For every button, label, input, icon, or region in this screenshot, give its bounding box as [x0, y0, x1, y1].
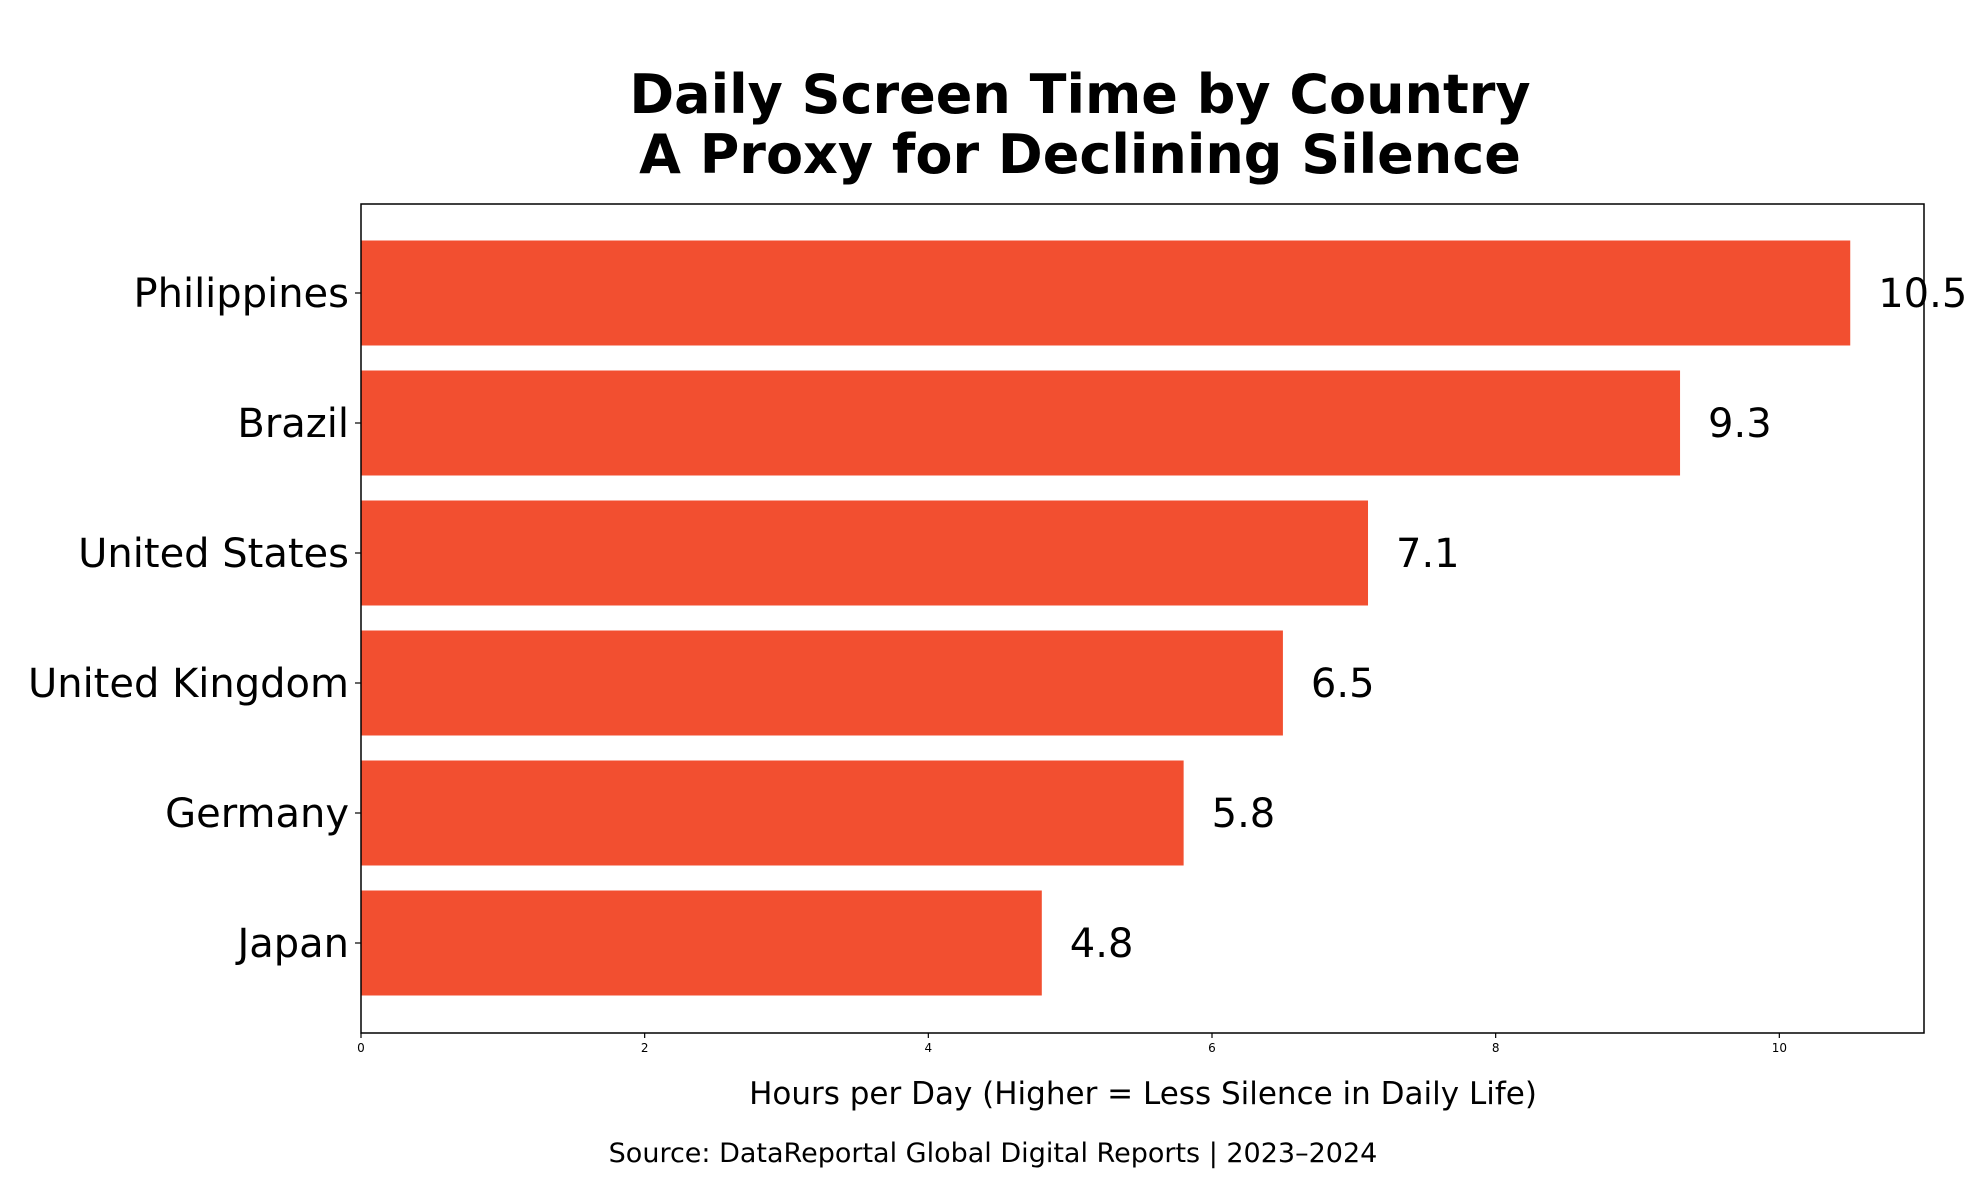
value-label: 7.1 [1396, 531, 1460, 577]
value-labels: 10.5 9.3 7.1 6.5 5.8 4.8 [1070, 271, 1968, 967]
category-label: Brazil [237, 401, 349, 447]
x-axis-label: Hours per Day (Higher = Less Silence in … [749, 1076, 1537, 1112]
bar [361, 630, 1283, 736]
value-label: 4.8 [1070, 921, 1134, 967]
category-label: United Kingdom [28, 661, 349, 707]
chart-title-line-2: A Proxy for Declining Silence [639, 123, 1521, 186]
x-tick-label: 6 [1208, 1041, 1216, 1055]
bar [361, 370, 1681, 476]
value-label: 9.3 [1708, 401, 1772, 447]
x-tick-label: 4 [925, 1041, 933, 1055]
x-tick-label: 2 [641, 1041, 649, 1055]
value-label: 6.5 [1311, 661, 1375, 707]
x-tick-label: 0 [357, 1041, 365, 1055]
x-tick-label: 10 [1772, 1041, 1787, 1055]
category-label: United States [78, 531, 349, 577]
category-label: Philippines [133, 271, 349, 317]
chart-title-line-1: Daily Screen Time by Country [629, 63, 1530, 126]
bar [361, 890, 1042, 996]
value-label: 5.8 [1212, 791, 1276, 837]
plot-frame [360, 203, 1925, 1034]
category-label: Japan [234, 921, 349, 967]
category-label: Germany [165, 791, 349, 837]
bar [361, 240, 1851, 346]
bar [361, 760, 1184, 866]
category-labels: Philippines Brazil United States United Kin… [28, 271, 361, 967]
x-axis-ticks: 0 2 4 6 8 10 [357, 1033, 1787, 1055]
bar [361, 500, 1369, 606]
x-tick-label: 8 [1492, 1041, 1500, 1055]
source-note: Source: DataReportal Global Digital Repo… [609, 1138, 1378, 1169]
bars-layer [361, 240, 1851, 996]
value-label: 10.5 [1878, 271, 1967, 317]
